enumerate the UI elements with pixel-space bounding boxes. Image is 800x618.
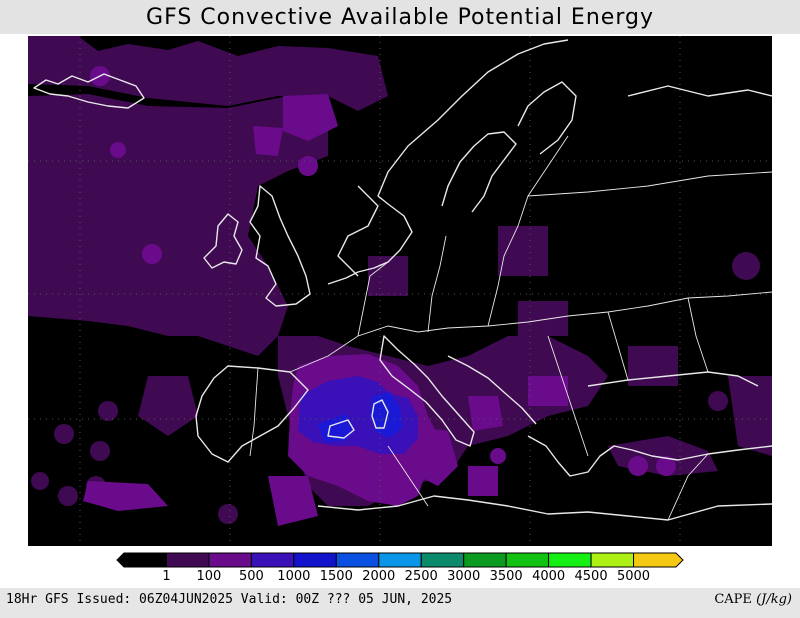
colorbar-label: 2000 [362, 569, 396, 584]
variable-name: CAPE [714, 592, 752, 607]
colorbar-label: 4500 [574, 569, 608, 584]
sardinia-coastline [371, 399, 389, 429]
colorbar-label: 1500 [319, 569, 353, 584]
iceland-coastline [33, 73, 145, 109]
colorbar-segment [420, 552, 465, 568]
colorbar [116, 552, 684, 568]
colorbar-segment [250, 552, 295, 568]
colorbar-label: 500 [238, 569, 264, 584]
colorbar-label: 3000 [447, 569, 481, 584]
colorbar-label: 4000 [532, 569, 566, 584]
jutland-coastline [337, 185, 379, 277]
cape-map [28, 36, 772, 546]
footer-bar: 18Hr GFS Issued: 06Z04JUN2025 Valid: 00Z… [0, 588, 800, 618]
africa-coastline [317, 495, 772, 521]
colorbar-label: 3500 [489, 569, 523, 584]
colorbar-segment [335, 552, 380, 568]
colorbar-segment [378, 552, 422, 568]
colorbar-segment [116, 552, 167, 568]
title-bar: GFS Convective Available Potential Energ… [0, 0, 800, 34]
map-panel[interactable] [28, 36, 772, 546]
norway-coastline [327, 39, 569, 285]
finland-coastline [517, 81, 577, 155]
variable-label: CAPE (J/kg) [714, 592, 792, 607]
white-sea-coastline [627, 85, 772, 97]
colorbar-label: 5000 [616, 569, 651, 584]
britain-coastline [249, 185, 311, 307]
map-title: GFS Convective Available Potential Energ… [146, 4, 654, 30]
colorbar-segment [590, 552, 635, 568]
black-sea-coastline [587, 371, 759, 387]
colorbar-segment [293, 552, 337, 568]
iberia-coastline [195, 365, 309, 463]
colorbar-label: 2500 [404, 569, 438, 584]
country-borders [249, 135, 772, 521]
ireland-coastline [203, 213, 243, 269]
colorbar-segment [165, 552, 210, 568]
adriatic-coastline [447, 355, 537, 425]
forecast-info: 18Hr GFS Issued: 06Z04JUN2025 Valid: 00Z… [6, 592, 453, 607]
colorbar-labels: 1 100 500 1000 1500 2000 2500 3000 3500 4000 4500 5… [116, 569, 684, 585]
variable-unit: (J/kg) [756, 592, 792, 607]
colorbar-segment [208, 552, 252, 568]
colorbar-bar [116, 552, 684, 568]
colorbar-segment [548, 552, 592, 568]
colorbar-label: 1 [162, 569, 171, 584]
italy-coastline [379, 335, 475, 447]
colorbar-label: 100 [196, 569, 222, 584]
colorbar-segment [505, 552, 550, 568]
balearic-coastline [327, 419, 355, 439]
colorbar-segment [633, 552, 684, 568]
colorbar-label: 1000 [277, 569, 311, 584]
lat-lon-grid [28, 36, 772, 546]
sweden-coastline [441, 131, 517, 213]
colorbar-segment [463, 552, 507, 568]
